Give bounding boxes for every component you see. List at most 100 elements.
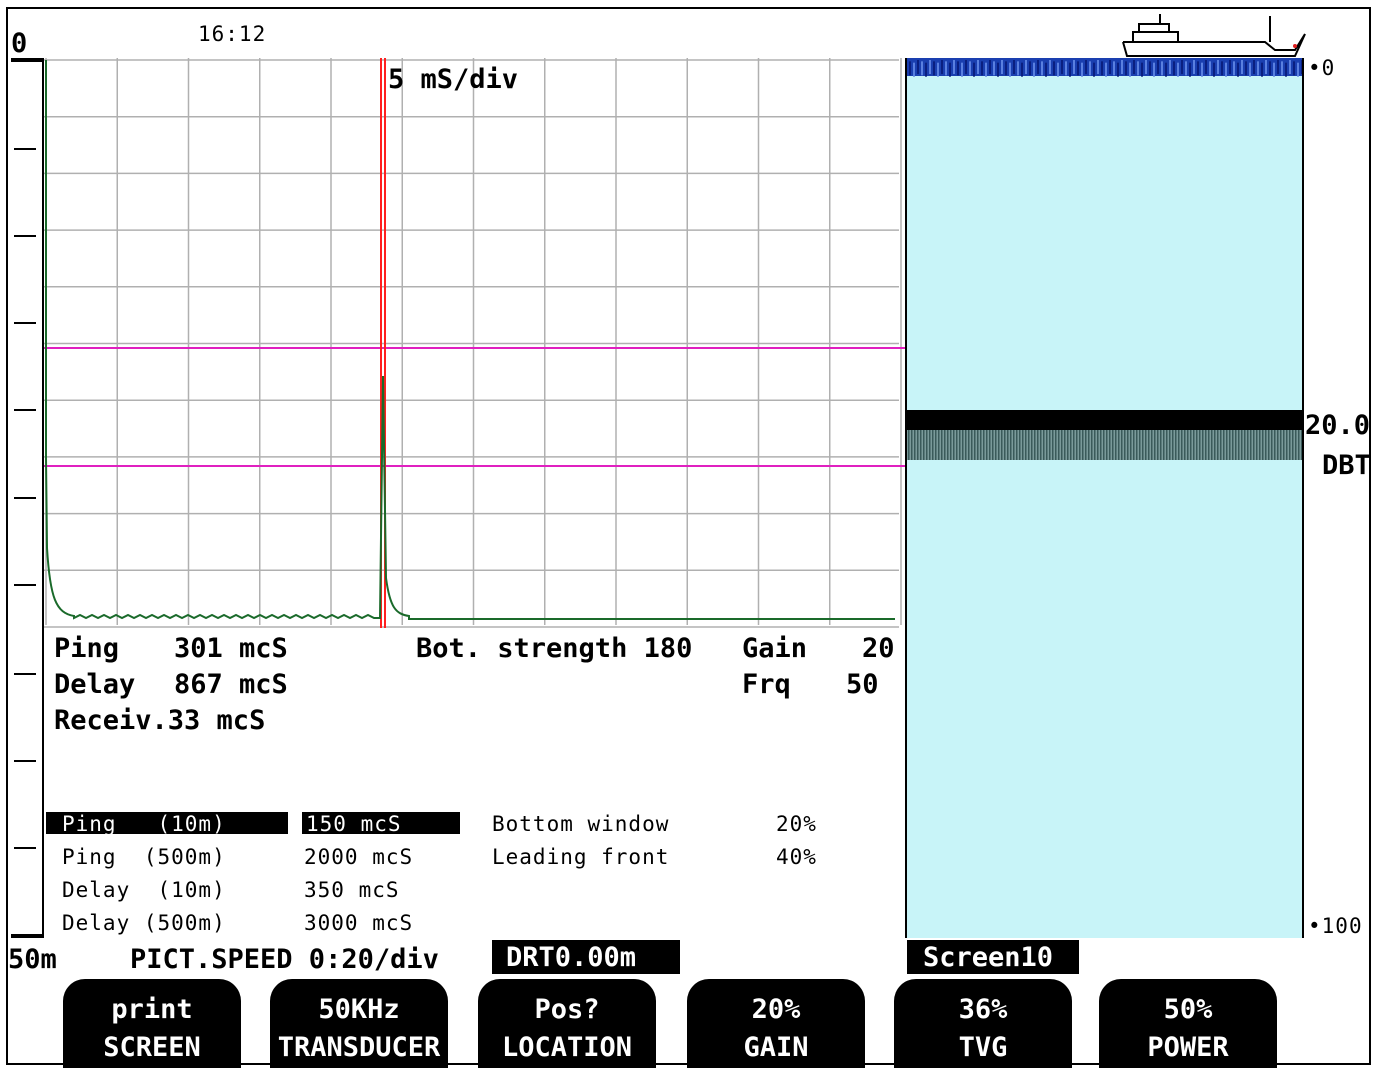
- power-button[interactable]: 50% POWER: [1099, 979, 1277, 1068]
- param-name[interactable]: Ping (500m): [62, 845, 226, 869]
- bottom-echo-texture: [1121, 430, 1123, 460]
- param-value[interactable]: 2000 mcS: [304, 845, 414, 869]
- surface-echo-streak: [1177, 62, 1179, 77]
- surface-echo-streak: [1253, 60, 1255, 74]
- softkey-bottom-label: TRANSDUCER: [277, 1032, 441, 1063]
- surface-echo-streak: [1221, 61, 1223, 76]
- receiv-value: Receiv.33 mcS: [54, 705, 266, 736]
- softkey-bottom-label: GAIN: [743, 1032, 809, 1063]
- surface-echo-streak: [981, 61, 983, 76]
- bottom-echo-texture: [1079, 430, 1081, 460]
- setting-name[interactable]: Bottom window: [492, 812, 670, 836]
- bottom-echo-texture: [1175, 430, 1177, 460]
- surface-echo-streak: [1133, 60, 1135, 74]
- bottom-echo-texture: [1109, 430, 1111, 460]
- surface-echo-streak: [1277, 60, 1279, 74]
- param-name[interactable]: Delay (500m): [62, 911, 226, 935]
- surface-echo-streak: [913, 62, 915, 77]
- surface-echo-streak: [1049, 60, 1051, 74]
- bottom-echo-texture: [926, 430, 928, 460]
- surface-echo-streak: [969, 61, 971, 76]
- bottom-echo-texture: [1226, 430, 1228, 460]
- surface-echo-streak: [1157, 60, 1159, 74]
- location-button[interactable]: Pos? LOCATION: [478, 979, 656, 1068]
- param-value[interactable]: 350 mcS: [304, 878, 400, 902]
- surface-echo-streak: [985, 62, 987, 77]
- bottom-echo-texture: [1178, 430, 1180, 460]
- softkey-top-label: 50%: [1163, 994, 1213, 1025]
- softkey-bottom-label: POWER: [1147, 1032, 1229, 1063]
- surface-echo-streak: [941, 60, 943, 74]
- surface-echo-streak: [1057, 62, 1059, 77]
- surface-echo-streak: [1141, 62, 1143, 77]
- bottom-echo-texture: [1112, 430, 1114, 460]
- param-value[interactable]: 3000 mcS: [304, 911, 414, 935]
- param-name[interactable]: Delay (10m): [62, 878, 226, 902]
- delay-value: 867 mcS: [174, 669, 288, 700]
- surface-echo-streak: [1281, 61, 1283, 76]
- bottom-echo-texture: [1223, 430, 1225, 460]
- surface-echo-streak: [1169, 60, 1171, 74]
- echogram-left-border: [905, 58, 907, 938]
- param-value-selected[interactable]: 150 mcS: [302, 812, 460, 836]
- bottom-echo-texture: [1166, 430, 1168, 460]
- tvg-button[interactable]: 36% TVG: [894, 979, 1072, 1068]
- bottom-echo-texture: [1220, 430, 1222, 460]
- bottom-echo-texture: [1217, 430, 1219, 460]
- setting-value[interactable]: 20%: [776, 812, 817, 836]
- setting-name[interactable]: Leading front: [492, 845, 670, 869]
- surface-echo-streak: [1069, 62, 1071, 77]
- surface-echo-streak: [1289, 60, 1291, 74]
- bottom-echo-texture: [1211, 430, 1213, 460]
- bottom-echo-texture: [1271, 430, 1273, 460]
- bottom-echo-texture: [1040, 430, 1042, 460]
- surface-echo-streak: [1021, 62, 1023, 77]
- surface-echo-streak: [953, 60, 955, 74]
- ping-value: 301 mcS: [174, 633, 288, 664]
- bottom-echo-texture: [1247, 430, 1249, 460]
- bottom-echo-texture: [917, 430, 919, 460]
- surface-echo-streak: [1113, 61, 1115, 76]
- setting-value[interactable]: 40%: [776, 845, 817, 869]
- bottom-echo-texture: [1106, 430, 1108, 460]
- surface-echo-streak: [1005, 61, 1007, 76]
- surface-echo-streak: [1073, 60, 1075, 74]
- gain-button[interactable]: 20% GAIN: [687, 979, 865, 1068]
- surface-echo-streak: [1121, 60, 1123, 74]
- surface-echo-streak: [1149, 61, 1151, 76]
- surface-echo-streak: [1213, 62, 1215, 77]
- bottom-echo-texture: [1181, 430, 1183, 460]
- delay-label: Delay: [54, 669, 136, 700]
- scale-axis: [42, 58, 44, 938]
- softkey-top-label: 20%: [751, 994, 801, 1025]
- bottom-echo-texture: [1277, 430, 1279, 460]
- surface-echo-streak: [1061, 60, 1063, 74]
- bottom-echo-texture: [1229, 430, 1231, 460]
- transducer-button[interactable]: 50KHz TRANSDUCER: [270, 979, 448, 1068]
- param-row-ping-10m[interactable]: Ping (10m): [46, 812, 288, 836]
- bottom-echo-texture: [1094, 430, 1096, 460]
- bottom-echo-texture: [1136, 430, 1138, 460]
- surface-echo-streak: [1153, 62, 1155, 77]
- bottom-echo-texture: [971, 430, 973, 460]
- surface-echo-streak: [933, 61, 935, 76]
- surface-echo-streak: [1129, 62, 1131, 77]
- bottom-echo-texture: [1235, 430, 1237, 460]
- bottom-echo-texture: [968, 430, 970, 460]
- bottom-echo-band: [905, 410, 1303, 430]
- bottom-echo-texture: [977, 430, 979, 460]
- bottom-echo-texture: [1028, 430, 1030, 460]
- surface-echo-streak: [1185, 61, 1187, 76]
- bottom-echo-texture: [1142, 430, 1144, 460]
- bottom-echo-texture: [1265, 430, 1267, 460]
- scale-tick: [14, 322, 36, 324]
- bottom-echo-texture: [923, 430, 925, 460]
- surface-echo-streak: [1085, 60, 1087, 74]
- depth-readout: 20.0: [1305, 410, 1371, 441]
- bottom-echo-texture: [1058, 430, 1060, 460]
- print-screen-button[interactable]: print SCREEN: [63, 979, 241, 1068]
- bottom-echo-texture: [1199, 430, 1201, 460]
- bottom-echo-texture: [920, 430, 922, 460]
- bottom-echo-texture: [914, 430, 916, 460]
- bottom-echo-texture: [1256, 430, 1258, 460]
